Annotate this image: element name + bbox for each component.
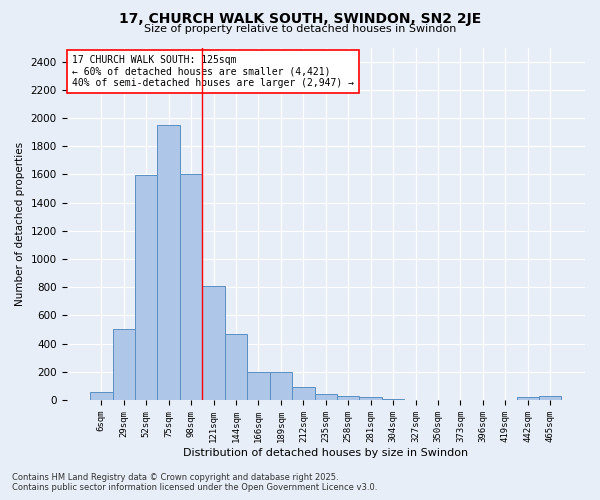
Text: Contains HM Land Registry data © Crown copyright and database right 2025.
Contai: Contains HM Land Registry data © Crown c… xyxy=(12,473,377,492)
Y-axis label: Number of detached properties: Number of detached properties xyxy=(15,142,25,306)
Bar xyxy=(247,372,269,400)
Bar xyxy=(359,397,382,400)
Bar xyxy=(135,175,157,400)
Bar xyxy=(113,330,135,400)
X-axis label: Distribution of detached houses by size in Swindon: Distribution of detached houses by size … xyxy=(183,448,469,458)
Bar xyxy=(157,125,180,400)
Bar xyxy=(337,396,359,400)
Bar xyxy=(225,334,247,400)
Text: 17 CHURCH WALK SOUTH: 125sqm
← 60% of detached houses are smaller (4,421)
40% of: 17 CHURCH WALK SOUTH: 125sqm ← 60% of de… xyxy=(72,54,354,88)
Bar xyxy=(292,388,314,400)
Bar xyxy=(382,398,404,400)
Bar xyxy=(539,396,562,400)
Bar xyxy=(517,397,539,400)
Bar xyxy=(314,394,337,400)
Bar xyxy=(180,174,202,400)
Text: Size of property relative to detached houses in Swindon: Size of property relative to detached ho… xyxy=(144,24,456,34)
Bar xyxy=(202,286,225,400)
Bar xyxy=(90,392,113,400)
Bar xyxy=(269,372,292,400)
Text: 17, CHURCH WALK SOUTH, SWINDON, SN2 2JE: 17, CHURCH WALK SOUTH, SWINDON, SN2 2JE xyxy=(119,12,481,26)
